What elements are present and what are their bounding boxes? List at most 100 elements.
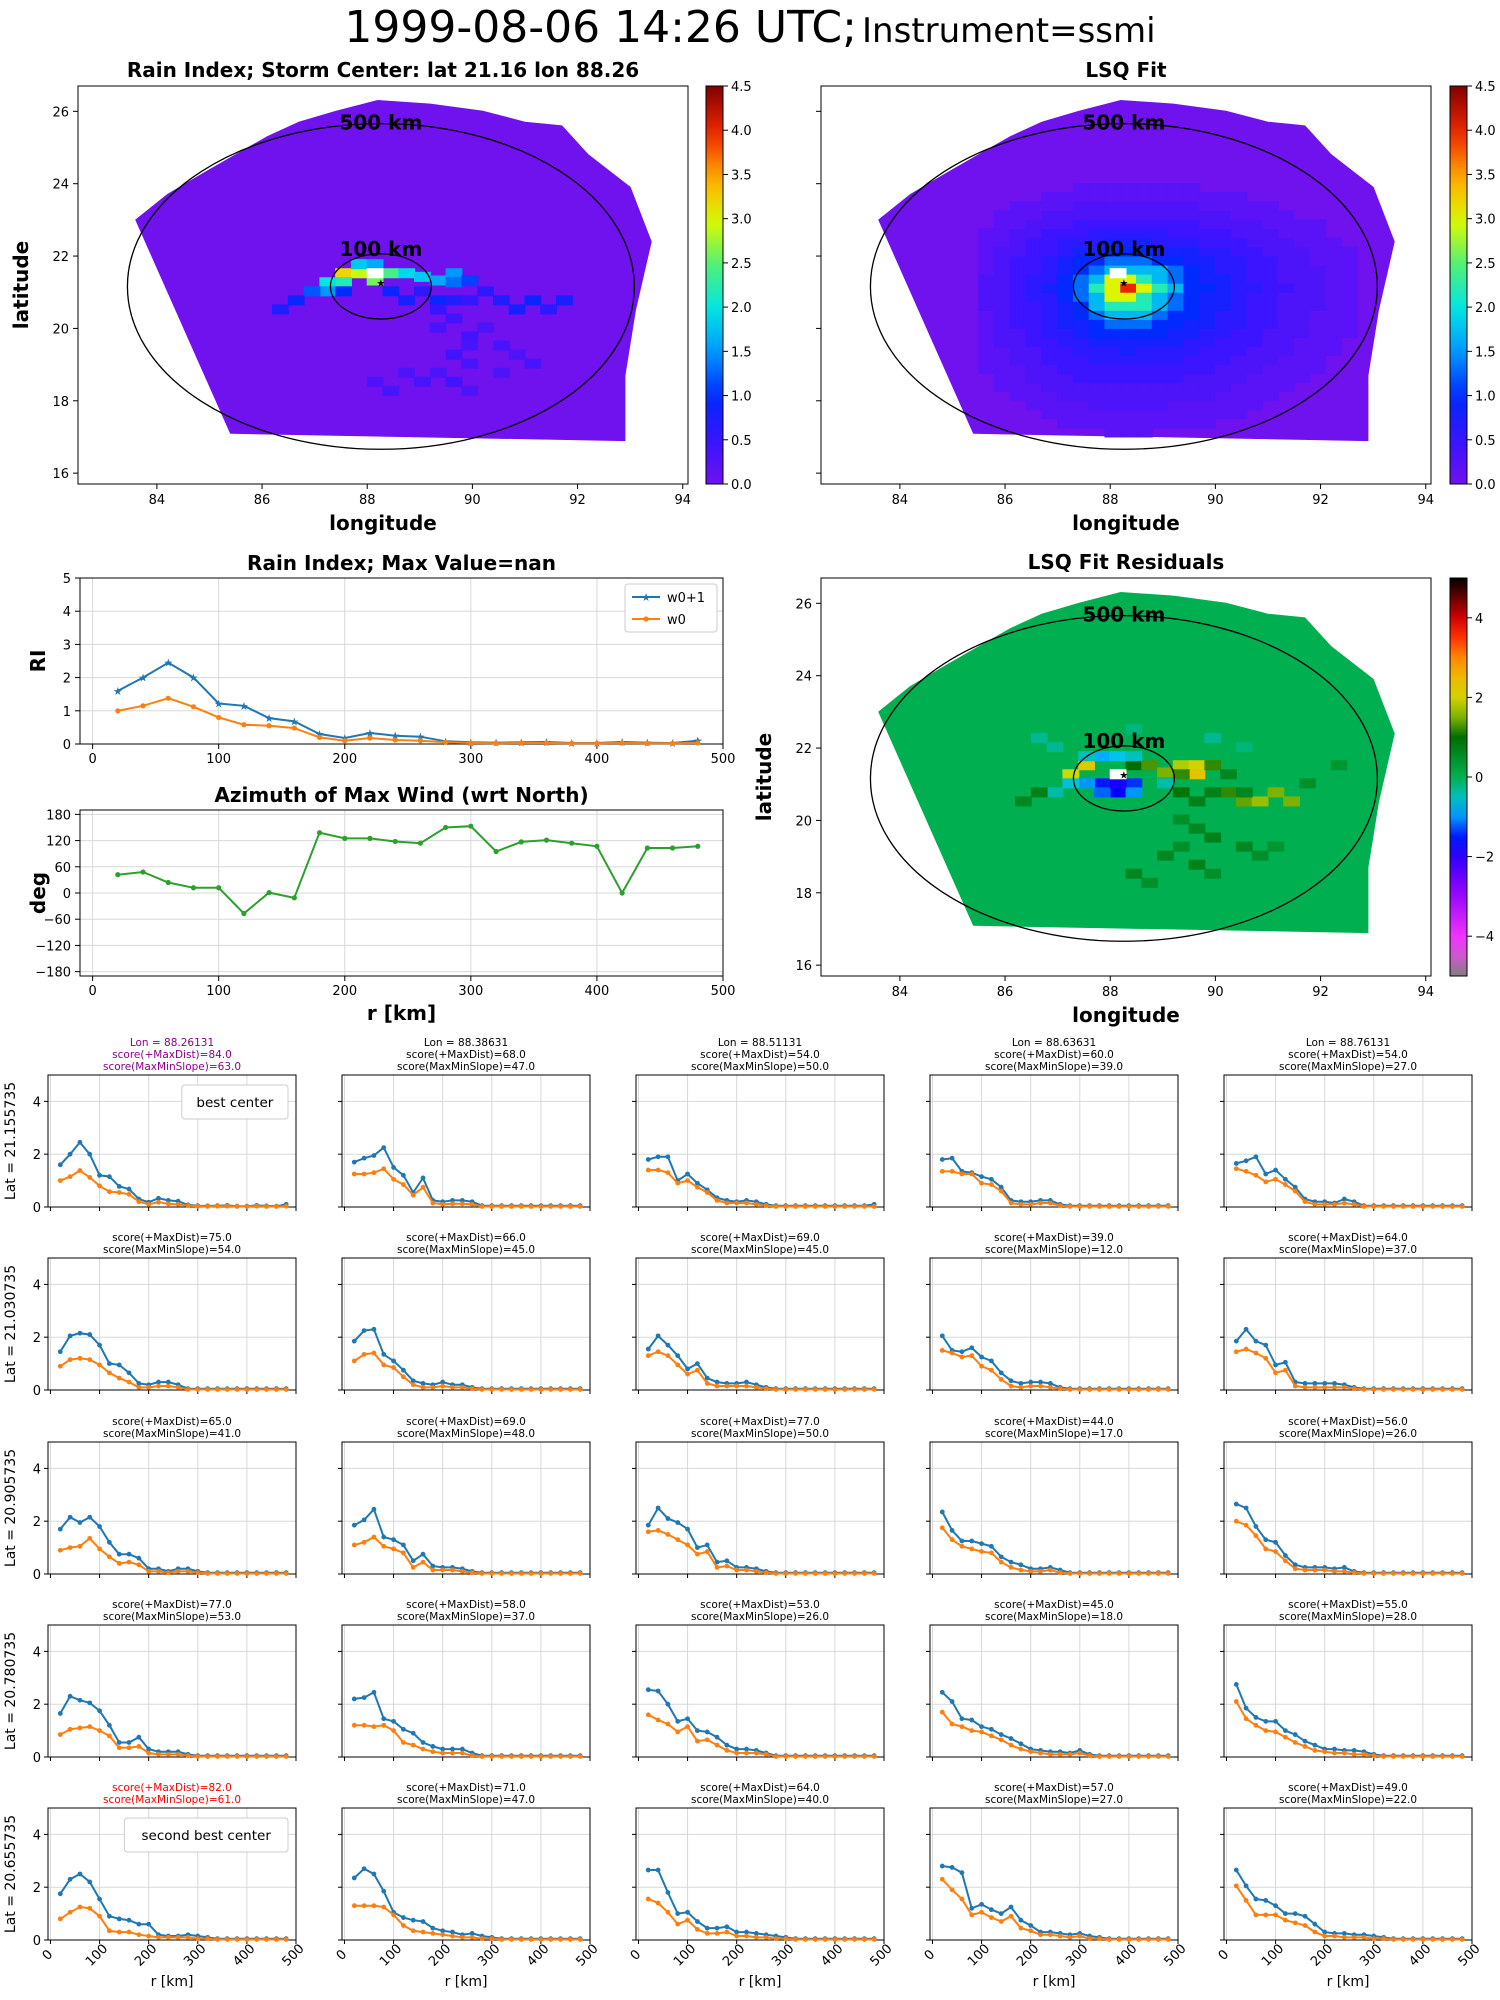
profile-point	[106, 1928, 112, 1934]
profile-point	[949, 1721, 955, 1727]
profile-line	[648, 1529, 875, 1575]
profile-point	[655, 1333, 661, 1339]
storm-center-icon: ★	[376, 278, 385, 289]
fit-cell	[1025, 264, 1043, 275]
profile-point	[489, 1754, 495, 1759]
profile-point	[361, 1722, 367, 1728]
profile-point	[1116, 1571, 1122, 1576]
profile-point	[1459, 1387, 1465, 1392]
fit-cell	[1167, 228, 1185, 239]
fit-cell	[1088, 219, 1106, 230]
axes-frame	[1223, 1624, 1473, 1758]
map-ytick-label: 22	[52, 250, 69, 265]
profile-point	[450, 1750, 455, 1756]
fit-cell	[1278, 246, 1295, 257]
fit-cell	[1120, 192, 1138, 203]
subplot-legend-box	[123, 1817, 289, 1853]
rain-cell	[414, 286, 431, 297]
fit-cell	[1088, 318, 1106, 329]
fit-cell	[1183, 264, 1201, 275]
fit-cell	[1088, 327, 1106, 338]
profile-point	[351, 1522, 357, 1528]
fit-cell	[1088, 228, 1106, 239]
profile-point	[979, 1363, 984, 1369]
residual-cell	[1093, 787, 1111, 798]
profile-point	[1282, 1367, 1288, 1373]
subplot-title-line: score(+MaxDist)=69.0	[700, 1232, 820, 1244]
profile-point	[351, 1338, 357, 1344]
fit-cell	[1262, 264, 1279, 275]
xtick-label: 200	[720, 1941, 748, 1969]
profile-point	[665, 1170, 671, 1176]
xtick-label: 0	[88, 984, 96, 999]
profile-point	[734, 1567, 740, 1573]
fit-cell	[1167, 327, 1185, 338]
map-title: LSQ Fit Residuals	[1028, 550, 1225, 574]
profile-point	[195, 1570, 201, 1576]
fit-cell	[1183, 391, 1201, 402]
profile-point	[675, 1180, 681, 1186]
fit-cell	[1199, 346, 1216, 357]
profile-point	[244, 1754, 250, 1759]
profile-point	[734, 1200, 740, 1206]
profile-line	[59, 1695, 287, 1757]
residual-cell	[1220, 787, 1237, 798]
residual-cell	[1109, 751, 1127, 762]
fit-cell	[1104, 192, 1122, 203]
profile-point	[694, 1361, 700, 1366]
profile-point	[822, 1387, 828, 1392]
fit-cell	[1104, 336, 1122, 348]
fit-cell	[978, 309, 996, 320]
fit-cell	[1104, 183, 1122, 194]
profile-point	[1420, 1387, 1426, 1392]
profile-point	[548, 1387, 554, 1392]
fit-cell	[1309, 309, 1327, 320]
profile-point	[1057, 1933, 1063, 1939]
profile-point	[1165, 1387, 1171, 1392]
profile-point	[273, 1571, 279, 1576]
fit-cell	[1104, 418, 1122, 429]
profile-point	[812, 1571, 818, 1576]
profile-point	[538, 1571, 544, 1576]
subplot-title-line: score(MaxMinSlope)=45.0	[691, 1244, 829, 1256]
xtick-label: 500	[1455, 1941, 1483, 1969]
profile-point	[1126, 1937, 1132, 1942]
fit-cell	[1214, 291, 1232, 302]
fit-cell	[1057, 255, 1074, 266]
profile-point	[400, 1182, 406, 1187]
profile-point	[959, 1543, 965, 1549]
profile-point	[1410, 1387, 1416, 1392]
profile-subplot: score(+MaxDist)=39.0score(MaxMinSlope)=1…	[926, 1232, 1179, 1394]
axes-frame	[1223, 1807, 1473, 1941]
fit-cell	[1183, 355, 1201, 366]
fit-cell	[1136, 273, 1153, 284]
profile-point	[273, 1754, 279, 1759]
map-frame	[820, 85, 1432, 485]
fit-cell	[1230, 346, 1248, 357]
profile-point	[1253, 1912, 1259, 1918]
profile-point	[254, 1387, 260, 1392]
rain-cell	[508, 349, 526, 360]
profile-point	[126, 1929, 132, 1935]
colorbar-tick-label: 0.0	[1475, 478, 1496, 493]
fit-cell	[1167, 264, 1185, 275]
profile-point	[97, 1728, 102, 1733]
fit-cell	[1120, 373, 1138, 384]
profile-point	[116, 1561, 122, 1566]
profile-point	[430, 1384, 436, 1390]
profile-point	[959, 1870, 965, 1876]
axes-frame	[929, 1257, 1179, 1391]
fit-cell	[1088, 237, 1106, 248]
xtick-label: 100	[206, 752, 231, 767]
profile-point	[459, 1746, 465, 1752]
fit-cell	[1025, 318, 1043, 329]
profile-point	[1459, 1571, 1465, 1576]
fit-cell	[978, 282, 996, 293]
profile-line	[941, 1691, 1169, 1757]
fit-cell	[1151, 282, 1169, 293]
profile-point	[949, 1350, 955, 1356]
series-point: ★	[239, 700, 249, 713]
profile-point	[1371, 1936, 1377, 1942]
map-title: Rain Index; Storm Center: lat 21.16 lon …	[127, 58, 639, 82]
